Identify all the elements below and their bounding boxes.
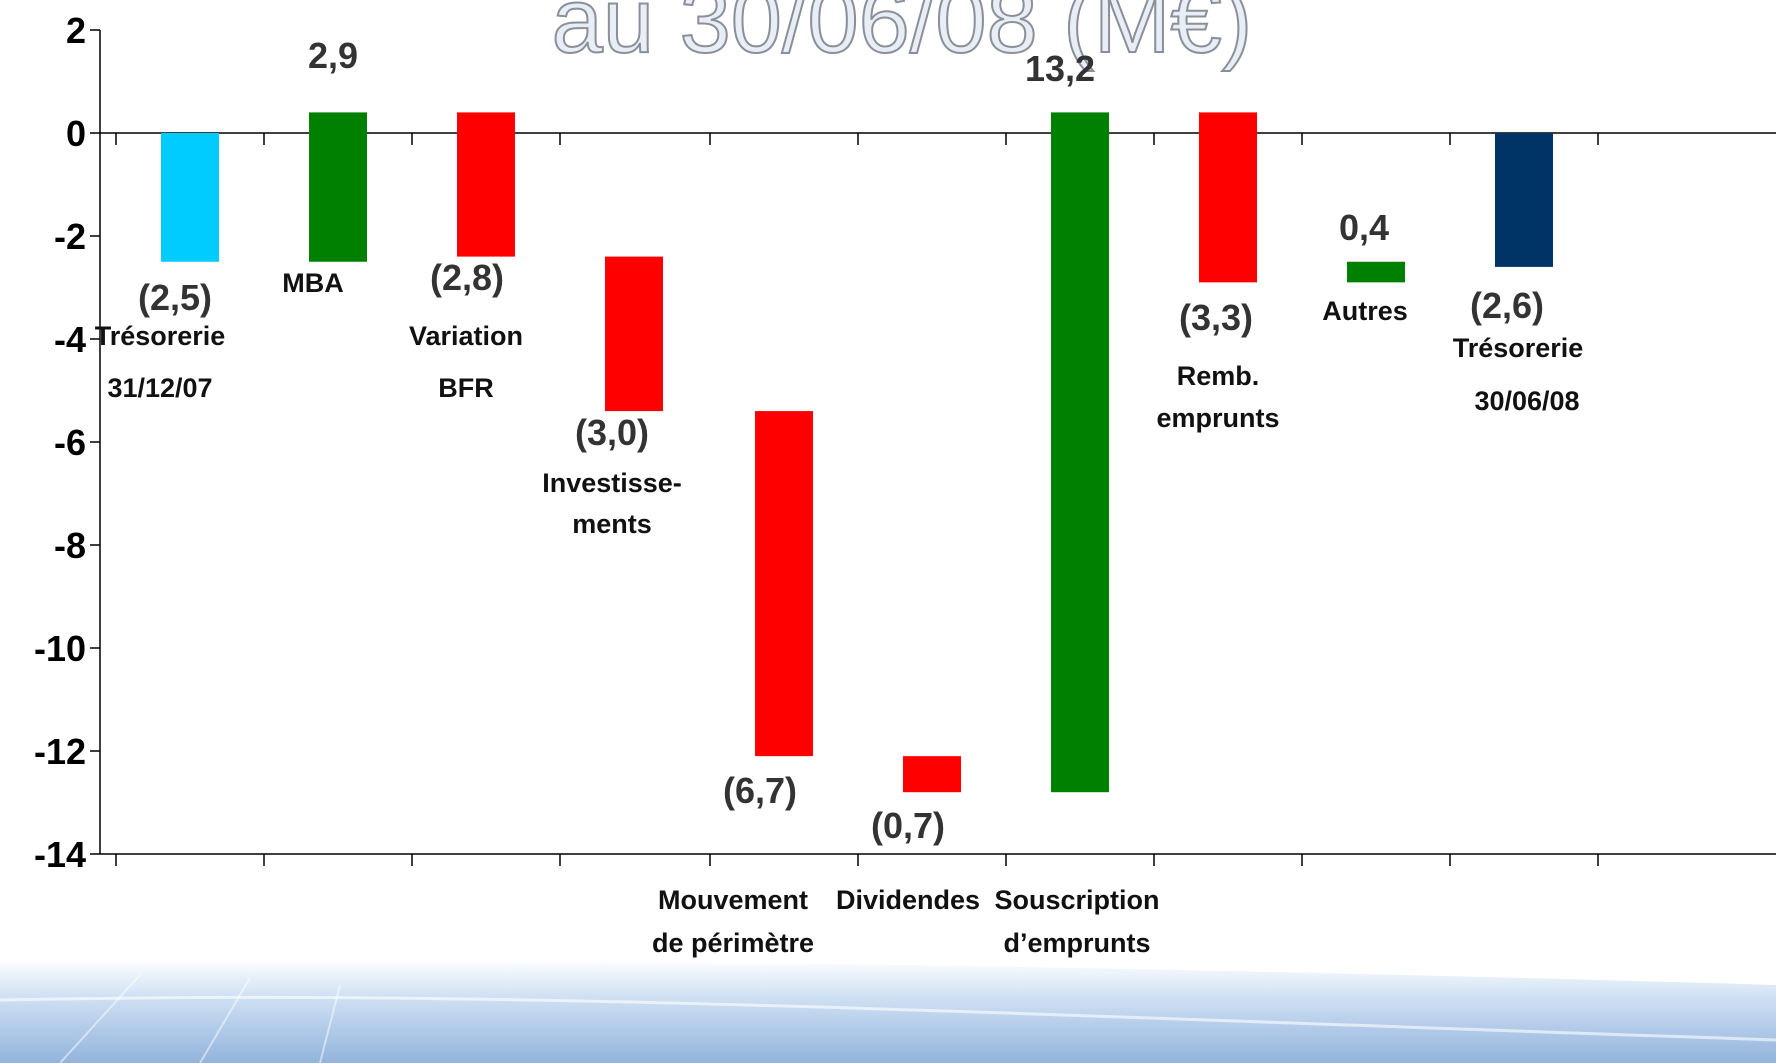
data-label: (2,6) <box>1470 285 1544 326</box>
category-label: Variation <box>409 321 523 351</box>
y-tick-label: -12 <box>34 731 86 772</box>
category-label: BFR <box>438 373 494 403</box>
y-tick-label: -8 <box>54 525 86 566</box>
bars-group <box>161 112 1553 793</box>
bar <box>903 756 961 793</box>
category-label: d’emprunts <box>1003 928 1150 958</box>
y-tick-label: 0 <box>66 113 86 154</box>
bar <box>161 133 219 262</box>
y-tick-label: -14 <box>34 834 86 875</box>
bar <box>1495 133 1553 267</box>
data-label: (2,8) <box>430 257 504 298</box>
data-label: (6,7) <box>723 770 797 811</box>
background-decoration <box>0 958 1776 1063</box>
category-label: de périmètre <box>652 928 814 958</box>
y-tick-label: -10 <box>34 628 86 669</box>
data-label: (3,3) <box>1179 297 1253 338</box>
category-label: Souscription <box>994 885 1159 915</box>
slide-title: au 30/06/08 (M€) <box>552 0 1253 72</box>
category-label: Investisse- <box>542 468 682 498</box>
bar <box>309 112 367 262</box>
y-tick-label: -2 <box>54 216 86 257</box>
data-label: (2,5) <box>138 277 212 318</box>
bar <box>1051 112 1109 793</box>
category-label: 30/06/08 <box>1474 386 1579 416</box>
y-tick-label: 2 <box>66 10 86 51</box>
category-label: Mouvement <box>658 885 808 915</box>
y-tick-label: -4 <box>54 319 86 360</box>
axes: 2 0 -2 -4 -6 -8 -10 -12 -14 <box>34 10 1776 875</box>
bar <box>605 256 663 412</box>
category-label: Dividendes <box>836 885 980 915</box>
bar <box>457 112 515 257</box>
data-label: 2,9 <box>308 35 358 76</box>
category-label: Trésorerie <box>95 321 226 351</box>
category-label: Remb. <box>1177 361 1260 391</box>
data-label: (3,0) <box>575 412 649 453</box>
category-label: Autres <box>1322 296 1408 326</box>
bar <box>755 411 813 757</box>
data-label: (0,7) <box>871 805 945 846</box>
category-label: MBA <box>282 268 344 298</box>
data-label: 13,2 <box>1025 48 1095 89</box>
category-label: Trésorerie <box>1453 333 1584 363</box>
data-label: 0,4 <box>1339 207 1389 248</box>
y-tick-label: -6 <box>54 422 86 463</box>
bar <box>1347 261 1405 283</box>
bar <box>1199 112 1257 283</box>
category-label: 31/12/07 <box>107 373 212 403</box>
category-label: emprunts <box>1156 403 1279 433</box>
category-label: ments <box>572 509 652 539</box>
